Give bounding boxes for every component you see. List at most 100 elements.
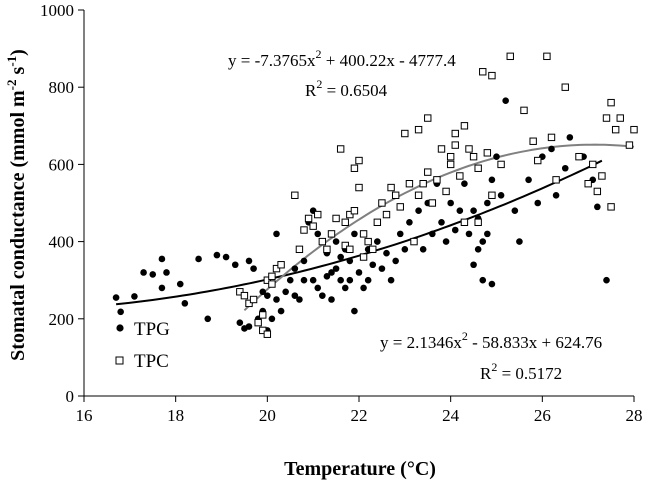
tpg-point — [470, 207, 477, 215]
tpg-point — [158, 284, 166, 292]
tpc-point — [424, 114, 432, 122]
tpg-point — [378, 265, 386, 272]
tpc-point — [396, 203, 404, 211]
tpc-point — [382, 210, 391, 219]
tpg-point — [474, 246, 482, 253]
tpc-point — [373, 218, 382, 227]
tpc-r2: R2 = 0.6504 — [305, 77, 388, 100]
tpc-point — [488, 71, 496, 80]
tpg-point — [140, 269, 147, 276]
tpc-point — [414, 191, 423, 199]
tpc-point — [263, 330, 272, 338]
tpc-point — [272, 264, 281, 273]
tpg-point — [259, 288, 267, 296]
tpc-point — [309, 222, 317, 230]
tpc-point — [268, 272, 276, 281]
tpg-point — [328, 269, 335, 276]
tpc-point — [346, 210, 354, 219]
tpc-point — [346, 245, 354, 254]
tpg-point — [195, 255, 202, 263]
tpc-point — [355, 156, 363, 165]
tpc-point — [575, 152, 583, 161]
tpc-point — [378, 199, 386, 207]
tpg-point — [484, 230, 491, 238]
tpc-point — [497, 160, 505, 169]
tpg-point — [561, 164, 569, 172]
tpc-point — [602, 114, 611, 122]
tpc-point — [474, 164, 482, 172]
tpg-point — [337, 253, 344, 261]
tpc-point — [630, 125, 638, 134]
tpc-point — [391, 191, 400, 199]
tpg-point — [163, 269, 170, 276]
tpg-point — [603, 276, 610, 284]
tpg-point — [401, 246, 409, 253]
tpg-point — [314, 284, 322, 292]
tpg-point — [277, 307, 285, 315]
tpg-point — [351, 307, 358, 315]
tpg-point — [396, 230, 404, 238]
tpc-point — [561, 83, 569, 91]
tpg-point — [300, 276, 308, 284]
tpc-point — [341, 218, 349, 227]
tpg-point — [488, 280, 496, 288]
tpg-point — [451, 226, 459, 234]
tpg-point — [525, 176, 532, 184]
tpg-point — [548, 145, 555, 153]
tpc-point — [446, 152, 455, 161]
tpg-point — [341, 284, 349, 292]
tpg-point — [552, 191, 560, 199]
tpc-point — [598, 172, 606, 180]
tpg-point — [419, 246, 427, 253]
tpg-point — [337, 276, 344, 284]
tpc-point — [332, 214, 340, 223]
tpg-point — [236, 319, 244, 326]
tpg-point — [314, 230, 322, 238]
tpg-point — [176, 280, 184, 288]
tpg-point — [273, 230, 280, 238]
legend: TPG TPC — [115, 319, 170, 372]
tpg-trendline — [115, 159, 603, 306]
tpc-point — [479, 68, 487, 76]
tpg-point — [117, 308, 124, 316]
tpc-point — [446, 160, 455, 169]
tpc-point — [327, 230, 336, 238]
tpc-point — [529, 137, 537, 145]
tpg-point — [442, 238, 450, 245]
x-tick-label: 18 — [167, 406, 184, 425]
tpc-point — [607, 203, 615, 211]
tpc-point — [456, 172, 464, 180]
tpg-point — [447, 199, 454, 207]
tpg-point — [250, 265, 257, 272]
legend-tpc-marker — [115, 356, 124, 365]
tpc-point — [359, 230, 368, 238]
tpg-point — [346, 276, 354, 284]
tpc-point — [451, 129, 459, 138]
tpg-point — [497, 191, 505, 199]
tpc-point — [520, 106, 528, 115]
y-tick-label: 800 — [49, 78, 75, 97]
tpg-point — [369, 261, 377, 269]
tpg-point — [566, 134, 574, 141]
tpg-point — [594, 203, 601, 211]
tpg-point — [222, 253, 230, 261]
tpc-point — [245, 299, 253, 308]
legend-tpg-label: TPG — [134, 319, 170, 340]
tpg-point — [534, 199, 542, 207]
tpg-point — [213, 251, 221, 259]
tpg-point — [383, 249, 390, 257]
tpg-point — [131, 293, 138, 300]
y-tick-label: 200 — [49, 310, 75, 329]
x-tick-label: 28 — [626, 406, 643, 425]
tpg-point — [465, 230, 473, 238]
tpg-point — [516, 238, 523, 245]
tpc-point — [607, 98, 615, 107]
tpg-point — [502, 97, 509, 105]
tpg-point — [309, 276, 317, 284]
tpc-point — [387, 183, 395, 192]
tpc-point — [414, 125, 423, 134]
tpg-point — [346, 257, 354, 265]
legend-tpg-marker — [116, 324, 124, 332]
tpc-point — [419, 180, 427, 188]
tpg-point — [158, 255, 166, 263]
